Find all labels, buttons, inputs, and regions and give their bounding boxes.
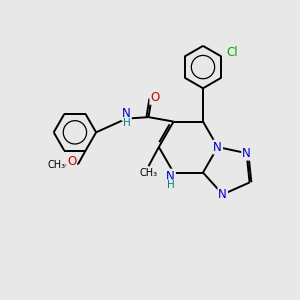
Text: O: O <box>67 155 76 168</box>
Text: CH₃: CH₃ <box>47 160 65 170</box>
Text: O: O <box>150 91 160 104</box>
Text: N: N <box>218 188 227 201</box>
Text: CH₃: CH₃ <box>140 168 158 178</box>
Text: N: N <box>122 107 131 120</box>
Text: N: N <box>213 141 222 154</box>
Text: H: H <box>123 118 131 128</box>
Text: Cl: Cl <box>227 46 238 59</box>
Text: N: N <box>166 169 175 183</box>
Text: H: H <box>167 180 175 190</box>
Text: N: N <box>242 147 251 160</box>
